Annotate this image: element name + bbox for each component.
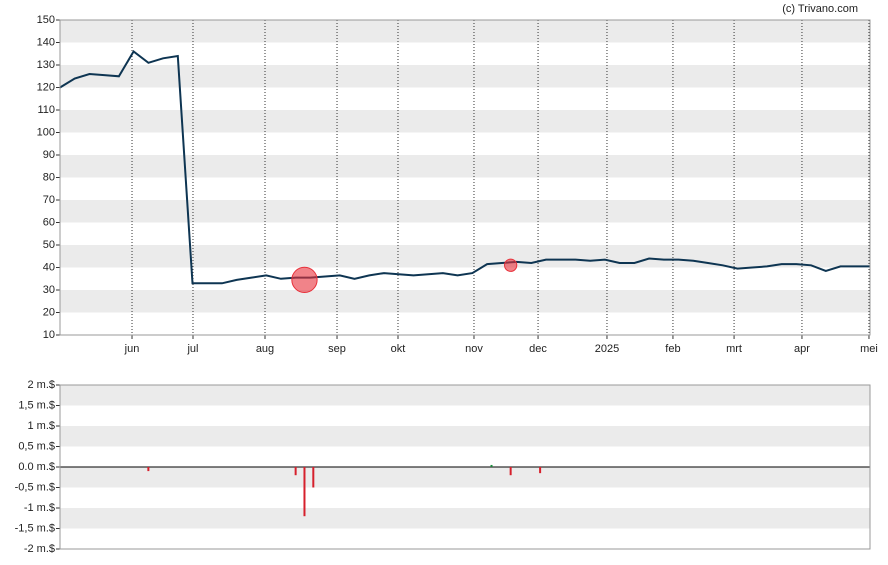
volume-bar xyxy=(490,464,493,467)
y-tick-label: 0.0 m.$ xyxy=(18,461,55,473)
y-tick-label: 60 xyxy=(43,216,55,228)
plot-frame xyxy=(59,384,871,550)
grid-band xyxy=(60,200,870,223)
x-tick-label: 2025 xyxy=(595,343,619,355)
price-line xyxy=(59,50,870,285)
grid-band xyxy=(60,20,870,43)
grid-band xyxy=(60,385,870,406)
plot-frame xyxy=(59,19,871,336)
x-tick-label: feb xyxy=(665,343,680,355)
y-tick-label: -1 m.$ xyxy=(24,502,55,514)
grid-band xyxy=(60,110,870,133)
grid-band xyxy=(60,155,870,178)
trade-marker xyxy=(291,266,318,294)
y-tick-label: 30 xyxy=(43,284,55,296)
y-tick-label: -2 m.$ xyxy=(24,543,55,555)
x-tick-label: jun xyxy=(124,343,140,355)
volume-bar xyxy=(509,467,512,476)
grid-band xyxy=(60,426,870,447)
y-tick-label: -1,5 m.$ xyxy=(15,522,55,534)
credit: (c) Trivano.com xyxy=(782,3,858,15)
y-tick-label: 120 xyxy=(37,81,55,93)
x-tick-label: jul xyxy=(186,343,198,355)
y-tick-label: 140 xyxy=(37,36,55,48)
y-tick-label: 1 m.$ xyxy=(27,420,55,432)
x-tick-label: okt xyxy=(391,343,406,355)
x-tick-label: mrt xyxy=(726,343,742,355)
y-tick-label: 40 xyxy=(43,261,55,273)
grid-band xyxy=(60,508,870,529)
y-tick-label: 130 xyxy=(37,59,55,71)
x-tick-label: sep xyxy=(328,343,346,355)
y-tick-label: 10 xyxy=(43,329,55,341)
y-tick-label: 90 xyxy=(43,149,55,161)
y-tick-label: 0,5 m.$ xyxy=(18,440,55,452)
volume-bar xyxy=(312,467,315,488)
y-tick-label: 70 xyxy=(43,194,55,206)
volume-bar xyxy=(539,467,542,474)
y-tick-label: 150 xyxy=(37,14,55,26)
volume-bar xyxy=(303,467,306,517)
y-tick-label: 100 xyxy=(37,126,55,138)
y-tick-label: 20 xyxy=(43,306,55,318)
volume-bar xyxy=(294,467,297,476)
grid-band xyxy=(60,290,870,313)
x-tick-label: dec xyxy=(529,343,547,355)
y-tick-label: -0,5 m.$ xyxy=(15,481,55,493)
y-tick-label: 110 xyxy=(37,104,55,116)
y-tick-label: 2 m.$ xyxy=(27,379,55,391)
grid-band xyxy=(60,65,870,88)
x-tick-label: mei xyxy=(860,343,878,355)
x-tick-label: aug xyxy=(256,343,274,355)
volume-bar xyxy=(147,467,150,472)
grid-band xyxy=(60,467,870,488)
grid-band xyxy=(60,245,870,268)
y-tick-label: 1,5 m.$ xyxy=(18,399,55,411)
y-tick-label: 80 xyxy=(43,171,55,183)
x-tick-label: nov xyxy=(465,343,483,355)
x-tick-label: apr xyxy=(794,343,810,355)
y-tick-label: 50 xyxy=(43,239,55,251)
trade-marker xyxy=(504,258,518,272)
